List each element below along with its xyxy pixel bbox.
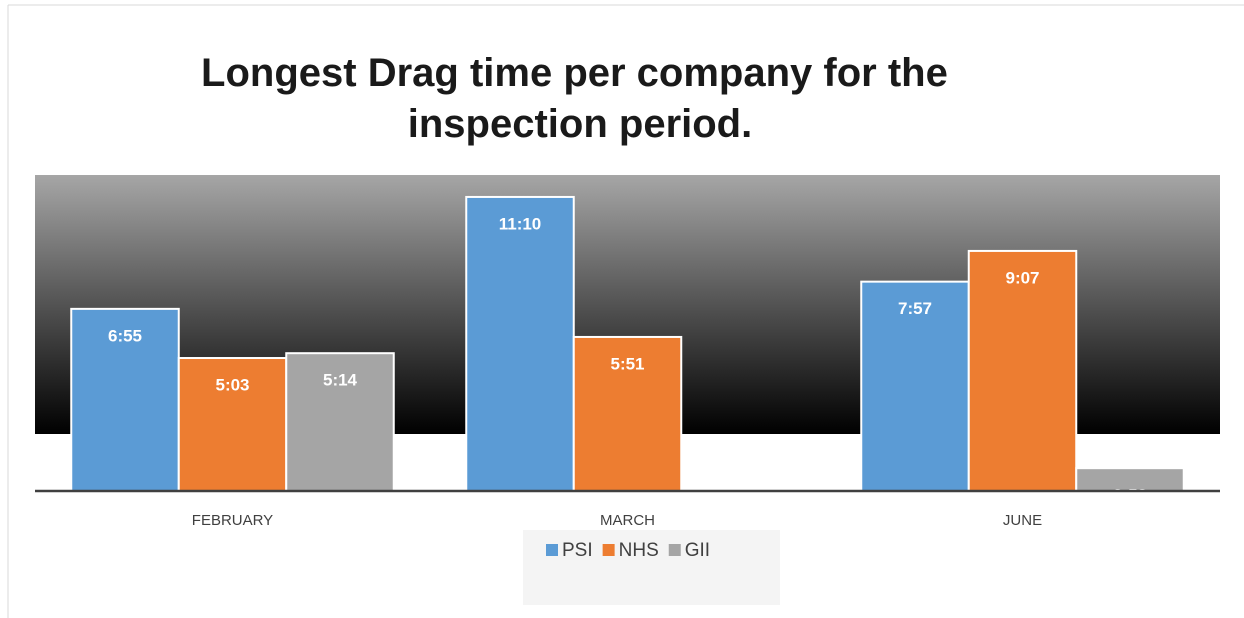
legend-label: NHS: [619, 540, 659, 561]
data-label: 5:03: [215, 376, 249, 395]
bar: [285, 352, 395, 493]
title-line: Longest Drag time per company for the: [201, 51, 948, 95]
data-label: 0:52: [1113, 486, 1147, 505]
legend-swatch: [602, 544, 615, 556]
data-label: 5:51: [610, 354, 644, 373]
legend-label: PSI: [562, 540, 593, 561]
bar: [70, 307, 180, 492]
x-tick-label: MARCH: [600, 512, 655, 529]
data-label: 9:07: [1005, 268, 1039, 287]
bar: [572, 335, 683, 493]
bar: [465, 195, 575, 492]
bar: [967, 249, 1078, 492]
x-tick-label: FEBRUARY: [192, 512, 273, 529]
legend-box: [523, 530, 780, 605]
data-label: 6:55: [108, 326, 142, 345]
title-line: inspection period.: [408, 102, 752, 146]
chart-title: Longest Drag time per company for the in…: [201, 51, 959, 146]
data-label: 11:10: [499, 214, 542, 233]
legend-swatch: [546, 544, 558, 556]
data-label: 7:57: [898, 299, 932, 318]
x-tick-label: JUNE: [1003, 512, 1042, 529]
legend-label: GII: [685, 540, 710, 561]
legend-swatch: [668, 544, 681, 556]
data-label: 5:14: [323, 371, 358, 390]
